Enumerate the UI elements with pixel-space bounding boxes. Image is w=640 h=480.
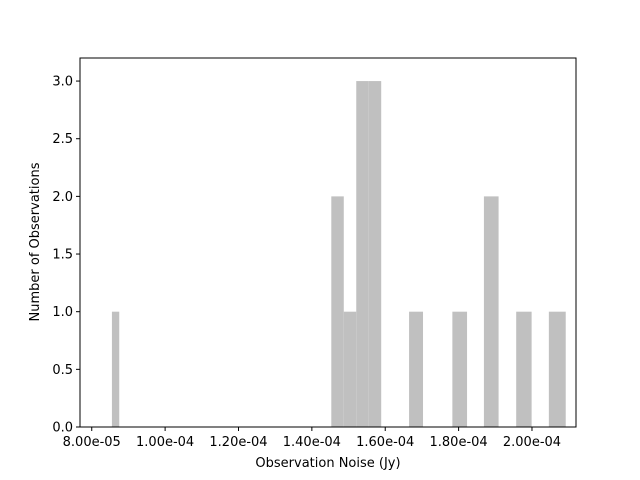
x-tick-label-6: 2.00e-04 bbox=[503, 435, 561, 450]
x-tick-label-1: 1.00e-04 bbox=[136, 435, 194, 450]
histogram-bar-7 bbox=[483, 196, 499, 427]
y-tick-label-5: 2.5 bbox=[52, 132, 73, 147]
y-tick-label-6: 3.0 bbox=[52, 75, 73, 90]
histogram-bar-3 bbox=[356, 81, 369, 427]
y-tick-label-4: 2.0 bbox=[52, 190, 73, 205]
y-tick-label-1: 0.5 bbox=[52, 363, 73, 378]
x-tick-label-2: 1.20e-04 bbox=[209, 435, 267, 450]
histogram-bar-8 bbox=[516, 311, 532, 427]
bars-group bbox=[111, 81, 566, 427]
y-tick-label-2: 1.0 bbox=[52, 305, 73, 320]
histogram-bar-6 bbox=[452, 311, 468, 427]
y-axis-label: Number of Observations bbox=[28, 162, 43, 321]
y-axis-ticks: 0.0 0.5 1.0 1.5 2.0 2.5 3.0 bbox=[52, 75, 80, 436]
histogram-bar-2 bbox=[343, 311, 357, 427]
histogram-bar-5 bbox=[409, 311, 424, 427]
histogram-bar-1 bbox=[331, 196, 344, 427]
x-tick-label-3: 1.40e-04 bbox=[283, 435, 341, 450]
x-tick-label-0: 8.00e-05 bbox=[63, 435, 121, 450]
y-tick-label-3: 1.5 bbox=[52, 248, 73, 263]
x-axis-label: Observation Noise (Jy) bbox=[255, 456, 400, 471]
plot-area-frame bbox=[79, 57, 577, 428]
histogram-bar-0 bbox=[111, 311, 120, 427]
x-tick-label-5: 1.80e-04 bbox=[430, 435, 488, 450]
histogram-bar-4 bbox=[368, 81, 382, 427]
x-tick-label-4: 1.60e-04 bbox=[356, 435, 414, 450]
histogram-bar-9 bbox=[548, 311, 566, 427]
y-tick-label-0: 0.0 bbox=[52, 421, 73, 436]
x-axis-ticks: 8.00e-05 1.00e-04 1.20e-04 1.40e-04 1.60e-04… bbox=[63, 427, 561, 450]
